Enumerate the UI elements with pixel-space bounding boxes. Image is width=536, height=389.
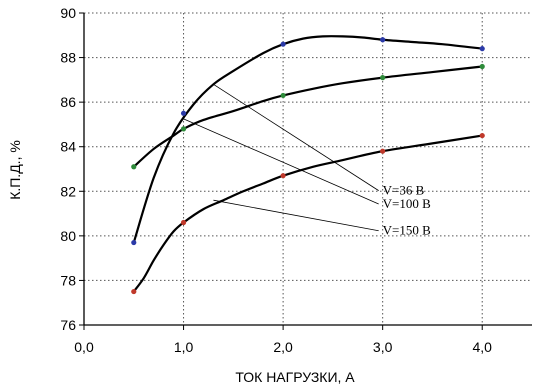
x-axis-title: ТОК НАГРУЗКИ, А	[235, 369, 355, 385]
data-point-series-3	[380, 148, 386, 154]
y-tick-label: 84	[60, 139, 76, 155]
x-tick-label: 0,0	[74, 339, 94, 355]
x-tick-label: 4,0	[472, 339, 492, 355]
series-line-3	[132, 134, 484, 293]
data-point-series-1	[131, 239, 137, 246]
y-tick-label: 88	[60, 50, 76, 66]
annotation-label-1: V=36 В	[383, 183, 425, 198]
data-point-series-1	[479, 46, 485, 52]
data-point-series-1	[380, 37, 386, 43]
data-point-series-1	[180, 110, 187, 116]
annotation-leader-3	[213, 199, 379, 232]
series-line-1	[132, 35, 484, 244]
data-point-series-1	[280, 41, 286, 47]
annotation-leader-2	[183, 118, 379, 205]
data-point-series-3	[180, 219, 187, 226]
data-point-series-2	[131, 164, 137, 170]
data-point-series-2	[280, 92, 286, 99]
axes: 76 78 80 82 84 86 88 90 0,0 1,0 2,0 3,0 4,0	[60, 5, 532, 355]
y-tick-label: 76	[60, 317, 76, 333]
x-tick-label: 3,0	[373, 339, 393, 355]
data-point-series-3	[479, 132, 485, 139]
series-lines	[131, 35, 485, 295]
y-tick-label: 80	[60, 228, 76, 244]
data-point-series-2	[380, 75, 386, 81]
y-tick-label: 86	[60, 94, 76, 110]
series-annotations: V=36 ВV=100 В V=150 В	[183, 83, 431, 238]
data-point-series-2	[479, 63, 485, 70]
series-line-2	[132, 65, 484, 168]
y-tick-label: 90	[60, 5, 76, 21]
annotation-leader-1	[213, 83, 379, 191]
y-axis-title: К.П.Д., %	[7, 140, 23, 200]
y-tick-label: 82	[60, 183, 76, 199]
y-tick-label: 78	[60, 272, 76, 288]
data-point-series-3	[131, 288, 137, 295]
data-point-series-3	[280, 173, 286, 179]
data-point-series-2	[180, 126, 187, 132]
annotation-label-3: V=150 В	[383, 223, 431, 238]
x-tick-label: 2,0	[273, 339, 293, 355]
grid-lines	[84, 12, 532, 325]
annotation-label-2: V=100 В	[383, 196, 431, 211]
x-tick-label: 1,0	[174, 339, 194, 355]
